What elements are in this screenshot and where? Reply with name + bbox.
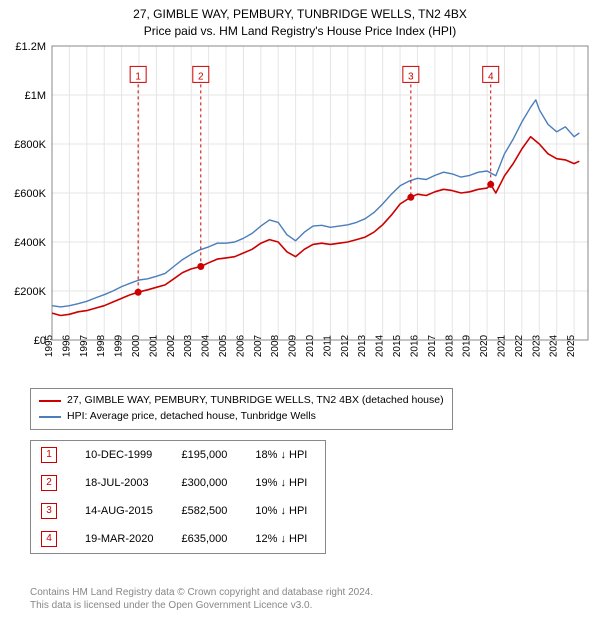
sale-marker-icon: 4: [41, 531, 57, 547]
xtick-label: 2013: [357, 334, 368, 357]
sale-marker-icon: 3: [41, 503, 57, 519]
xtick-label: 2023: [531, 334, 542, 357]
legend-item: HPI: Average price, detached house, Tunb…: [39, 409, 444, 425]
sale-marker-number: 3: [408, 71, 414, 82]
cell-date: 19-MAR-2020: [75, 525, 171, 554]
xtick-label: 2017: [427, 334, 438, 357]
sale-marker-number: 2: [198, 71, 204, 82]
cell-delta: 18% ↓ HPI: [245, 441, 325, 470]
xtick-label: 2003: [183, 334, 194, 357]
xtick-label: 2020: [479, 334, 490, 357]
sale-marker-dot: [197, 263, 204, 270]
xtick-label: 1999: [114, 334, 125, 357]
xtick-label: 2024: [549, 334, 560, 357]
xtick-label: 2014: [375, 334, 386, 357]
cell-delta: 19% ↓ HPI: [245, 469, 325, 497]
title-line-2: Price paid vs. HM Land Registry's House …: [0, 23, 600, 40]
ytick-label: £1M: [25, 90, 46, 102]
xtick-label: 2004: [201, 334, 212, 357]
xtick-label: 2012: [340, 334, 351, 357]
legend: 27, GIMBLE WAY, PEMBURY, TUNBRIDGE WELLS…: [30, 388, 453, 430]
cell-date: 10-DEC-1999: [75, 441, 171, 470]
sale-marker-icon: 2: [41, 475, 57, 491]
table-row: 1 10-DEC-1999£195,00018% ↓ HPI: [31, 441, 326, 470]
ytick-label: £400K: [14, 237, 46, 249]
xtick-label: 1995: [44, 334, 55, 357]
cell-marker: 3: [31, 497, 76, 525]
cell-price: £195,000: [171, 441, 245, 470]
cell-delta: 12% ↓ HPI: [245, 525, 325, 554]
sale-marker-number: 1: [135, 71, 141, 82]
xtick-label: 1996: [61, 334, 72, 357]
cell-date: 14-AUG-2015: [75, 497, 171, 525]
cell-price: £582,500: [171, 497, 245, 525]
xtick-label: 2021: [496, 334, 507, 357]
chart-title: 27, GIMBLE WAY, PEMBURY, TUNBRIDGE WELLS…: [0, 0, 600, 40]
cell-marker: 1: [31, 441, 76, 470]
xtick-label: 2008: [270, 334, 281, 357]
cell-price: £300,000: [171, 469, 245, 497]
ytick-label: £600K: [14, 188, 46, 200]
xtick-label: 2000: [131, 334, 142, 357]
table-row: 2 18-JUL-2003£300,00019% ↓ HPI: [31, 469, 326, 497]
ytick-label: £800K: [14, 139, 46, 151]
legend-item: 27, GIMBLE WAY, PEMBURY, TUNBRIDGE WELLS…: [39, 393, 444, 409]
cell-date: 18-JUL-2003: [75, 469, 171, 497]
xtick-label: 2009: [288, 334, 299, 357]
cell-marker: 2: [31, 469, 76, 497]
xtick-label: 2022: [514, 334, 525, 357]
legend-swatch: [39, 400, 61, 402]
xtick-label: 2007: [253, 334, 264, 357]
cell-marker: 4: [31, 525, 76, 554]
table-row: 4 19-MAR-2020£635,00012% ↓ HPI: [31, 525, 326, 554]
xtick-label: 2025: [566, 334, 577, 357]
sale-marker-icon: 1: [41, 447, 57, 463]
xtick-label: 2005: [218, 334, 229, 357]
legend-label: HPI: Average price, detached house, Tunb…: [67, 409, 316, 425]
xtick-label: 2002: [166, 334, 177, 357]
xtick-label: 2001: [148, 334, 159, 357]
sales-table: 1 10-DEC-1999£195,00018% ↓ HPI 2 18-JUL-200…: [30, 440, 326, 554]
xtick-label: 2018: [444, 334, 455, 357]
title-line-1: 27, GIMBLE WAY, PEMBURY, TUNBRIDGE WELLS…: [0, 6, 600, 23]
footer-line-2: This data is licensed under the Open Gov…: [30, 599, 373, 612]
legend-label: 27, GIMBLE WAY, PEMBURY, TUNBRIDGE WELLS…: [67, 393, 444, 409]
sale-marker-number: 4: [488, 71, 494, 82]
xtick-label: 2015: [392, 334, 403, 357]
xtick-label: 2010: [305, 334, 316, 357]
xtick-label: 1997: [79, 334, 90, 357]
cell-delta: 10% ↓ HPI: [245, 497, 325, 525]
xtick-label: 2011: [322, 335, 333, 357]
line-chart: £0£200K£400K£600K£800K£1M£1.2M1995199619…: [0, 40, 600, 380]
sale-marker-dot: [135, 289, 142, 296]
xtick-label: 1998: [96, 334, 107, 357]
ytick-label: £1.2M: [15, 41, 46, 53]
footer-line-1: Contains HM Land Registry data © Crown c…: [30, 586, 373, 599]
chart-area: £0£200K£400K£600K£800K£1M£1.2M1995199619…: [0, 40, 600, 380]
cell-price: £635,000: [171, 525, 245, 554]
xtick-label: 2006: [235, 334, 246, 357]
sale-marker-dot: [487, 181, 494, 188]
legend-swatch: [39, 416, 61, 418]
xtick-label: 2019: [462, 334, 473, 357]
ytick-label: £200K: [14, 286, 46, 298]
footer-attribution: Contains HM Land Registry data © Crown c…: [30, 586, 373, 612]
sale-marker-dot: [407, 194, 414, 201]
xtick-label: 2016: [409, 334, 420, 357]
table-row: 3 14-AUG-2015£582,50010% ↓ HPI: [31, 497, 326, 525]
